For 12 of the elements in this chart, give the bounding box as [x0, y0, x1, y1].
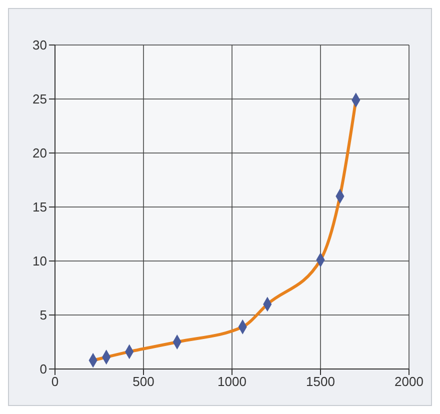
y-tick-label: 15: [32, 200, 47, 215]
y-tick-label: 25: [32, 92, 47, 107]
x-tick-label: 1500: [306, 374, 335, 390]
y-tick-label: 30: [32, 38, 47, 53]
y-tick-label: 5: [40, 308, 47, 323]
y-tick-label: 10: [32, 254, 47, 269]
x-tick-label: 1000: [218, 374, 246, 390]
x-tick-label: 500: [132, 374, 154, 390]
y-tick-label: 0: [40, 362, 47, 377]
x-tick-label: 0: [51, 374, 59, 390]
x-tick-label: 2000: [394, 374, 424, 390]
y-tick-label: 20: [32, 146, 47, 161]
